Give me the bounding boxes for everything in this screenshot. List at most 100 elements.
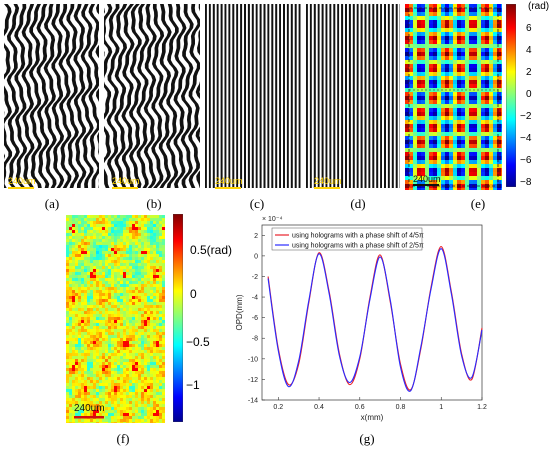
error-pixel [99,278,102,281]
phase-pixel [501,152,502,156]
error-pixel [132,257,135,260]
error-pixel [108,227,111,230]
phase-pixel [497,48,501,52]
error-pixel [153,368,156,371]
error-pixel [105,413,108,416]
error-pixel [141,284,144,287]
error-pixel [156,422,159,423]
error-pixel [135,353,138,356]
error-pixel [138,242,141,245]
panel-c-hologram: 240um [205,4,301,190]
error-pixel [135,398,138,401]
error-pixel [105,236,108,239]
phase-pixel [489,24,493,28]
error-pixel [159,371,162,374]
phase-pixel [477,160,481,164]
error-pixel [78,329,81,332]
phase-pixel [453,148,457,152]
error-pixel [72,263,75,266]
error-pixel [123,302,126,305]
error-pixel [102,287,105,290]
phase-pixel [405,64,409,68]
phase-pixel [469,84,473,88]
panel-f-phase-error-map: 240um [66,215,165,423]
error-pixel [78,413,81,416]
phase-pixel [453,28,457,32]
error-pixel [90,308,93,311]
error-pixel [78,377,81,380]
error-pixel [162,248,165,251]
error-pixel [93,221,96,224]
error-pixel [117,311,120,314]
error-pixel [162,215,165,218]
error-pixel [135,389,138,392]
phase-pixel [425,152,429,156]
error-pixel [117,248,120,251]
error-pixel [156,374,159,377]
error-pixel [72,401,75,404]
phase-pixel [445,40,449,44]
error-pixel [129,284,132,287]
phase-pixel [413,168,417,172]
phase-pixel [461,64,465,68]
error-pixel [69,245,72,248]
error-pixel [126,356,129,359]
error-pixel [93,296,96,299]
error-pixel [93,269,96,272]
error-pixel [75,230,78,233]
error-pixel [99,401,102,404]
error-pixel [159,392,162,395]
error-pixel [87,389,90,392]
error-pixel [123,314,126,317]
phase-pixel [493,160,497,164]
phase-pixel [409,144,413,148]
error-pixel [120,422,123,423]
error-pixel [84,296,87,299]
error-pixel [117,254,120,257]
error-pixel [120,272,123,275]
error-pixel [75,233,78,236]
phase-pixel [481,124,485,128]
error-pixel [147,371,150,374]
phase-pixel [477,120,481,124]
error-pixel [114,323,117,326]
error-pixel [114,416,117,419]
error-pixel [144,260,147,263]
phase-pixel [409,40,413,44]
error-pixel [69,242,72,245]
error-pixel [84,404,87,407]
error-pixel [144,359,147,362]
panel-b-caption: (b) [146,196,162,211]
error-pixel [72,410,75,413]
phase-pixel [421,84,425,88]
error-pixel [153,254,156,257]
error-pixel [129,335,132,338]
phase-pixel [409,96,413,100]
fringe-stripe [294,4,297,188]
error-pixel [126,389,129,392]
error-pixel [111,254,114,257]
phase-pixel [501,40,502,44]
error-pixel [72,257,75,260]
error-pixel [159,362,162,365]
error-pixel [75,422,78,423]
phase-pixel [469,176,473,180]
error-pixel [78,251,81,254]
error-pixel [105,302,108,305]
error-pixel [159,293,162,296]
error-pixel [141,263,144,266]
fringe-stripe [195,4,200,188]
error-pixel [120,299,123,302]
phase-pixel [469,16,473,20]
error-pixel [123,401,126,404]
error-pixel [87,215,90,218]
phase-pixel [421,144,425,148]
error-pixel [75,236,78,239]
panel-c-scale-label: 240um [215,176,243,186]
error-pixel [108,302,111,305]
error-pixel [102,251,105,254]
error-pixel [102,350,105,353]
error-pixel [120,290,123,293]
error-pixel [69,317,72,320]
error-pixel [117,386,120,389]
